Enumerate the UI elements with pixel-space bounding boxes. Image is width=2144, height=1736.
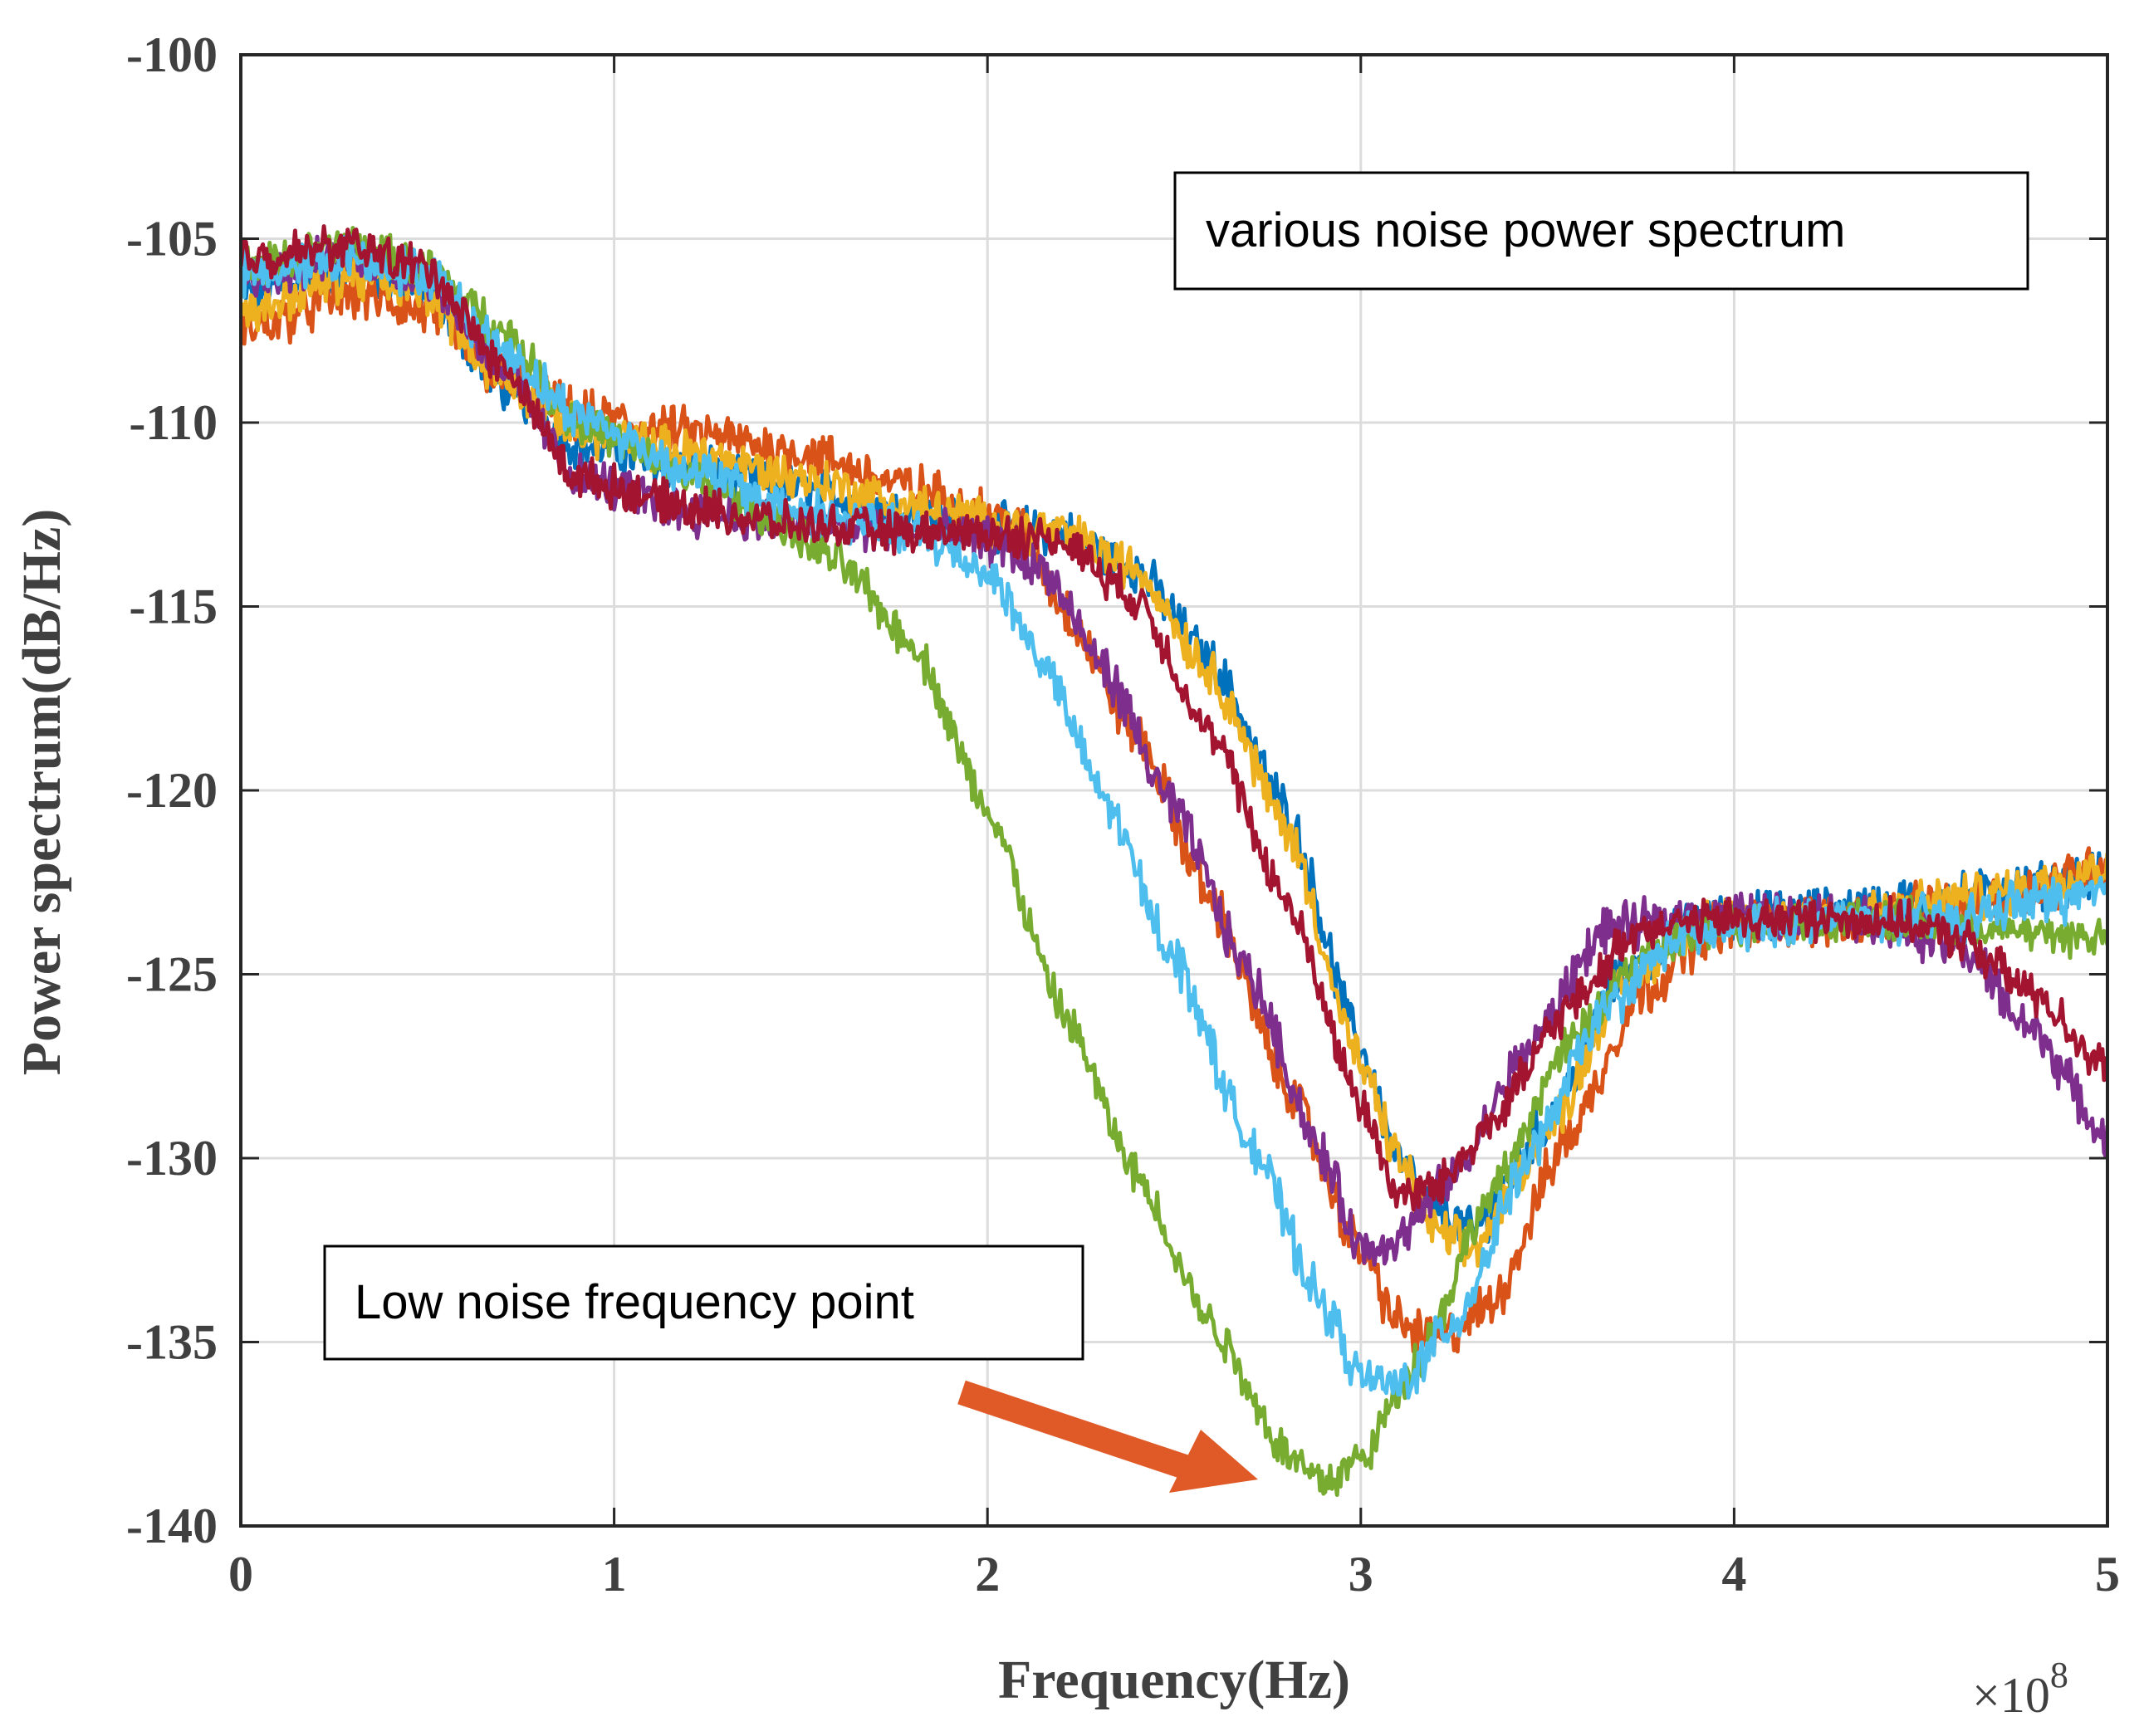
annotation-spectrum-text: various noise power spectrum — [1206, 203, 1845, 257]
ticks — [239, 53, 2109, 1528]
y-tick-label: -120 — [126, 763, 218, 818]
y-axis-title: Power spectrum(dB/Hz) — [12, 509, 72, 1075]
x-tick-label: 0 — [228, 1547, 253, 1602]
arrow-shaft — [957, 1380, 1192, 1480]
x-scale-factor: ×108 — [1972, 1655, 2068, 1723]
y-tick-label: -140 — [126, 1499, 218, 1553]
x-axis-title: Frequency(Hz) — [998, 1650, 1350, 1710]
annotation-spectrum-box — [1173, 171, 2029, 291]
x-tick-label: 5 — [2095, 1547, 2120, 1602]
y-tick-label: -110 — [129, 395, 218, 450]
y-tick-label: -115 — [129, 579, 218, 634]
y-tick-label: -125 — [126, 947, 218, 1002]
tick-labels: 0 1 2 3 4 5 -100 -105 -110 -115 -120 -125 -130 -135 -1… — [126, 27, 2120, 1602]
series-darkred — [241, 224, 2107, 1212]
annotation-low-noise-text: Low noise frequency point — [355, 1275, 914, 1329]
x-tick-label: 4 — [1721, 1547, 1746, 1602]
x-tick-label: 2 — [975, 1547, 1000, 1602]
series-lightblue — [241, 234, 2107, 1400]
y-tick-label: -105 — [126, 212, 218, 267]
annotation-low-noise-box — [323, 1245, 1084, 1361]
arrow-head — [1169, 1430, 1258, 1493]
series-group — [241, 224, 2107, 1497]
plot-area — [241, 224, 2107, 1497]
annotation-arrow — [957, 1380, 1258, 1493]
annotation-low-noise: Low noise frequency point — [323, 1245, 1084, 1361]
y-tick-label: -100 — [126, 27, 218, 82]
x-scale-exponent: 8 — [2050, 1655, 2068, 1695]
y-tick-label: -135 — [126, 1315, 218, 1370]
x-scale-base: ×10 — [1972, 1668, 2050, 1723]
x-tick-label: 3 — [1349, 1547, 1373, 1602]
annotation-spectrum: various noise power spectrum — [1173, 171, 2029, 291]
grid — [241, 55, 2107, 1526]
y-tick-label: -130 — [126, 1131, 218, 1186]
x-tick-label: 1 — [602, 1547, 627, 1602]
